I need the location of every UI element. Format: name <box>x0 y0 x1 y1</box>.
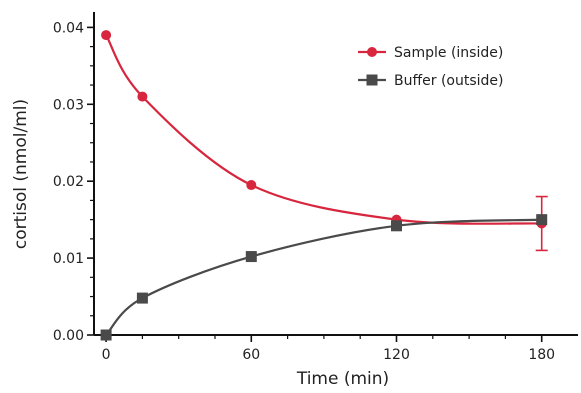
ticks: 0.00 0.01 0.02 0.03 0.04 0 60 120 180 <box>53 20 555 363</box>
y-tick-label: 0.01 <box>53 251 84 267</box>
x-tick-label: 180 <box>528 347 555 363</box>
y-tick-label: 0.00 <box>53 328 84 344</box>
legend-label-0: Sample (inside) <box>394 45 503 61</box>
y-tick-label: 0.02 <box>53 174 84 190</box>
x-tick-label: 120 <box>383 347 410 363</box>
y-axis-label: cortisol (nmol/ml) <box>11 99 31 249</box>
series-1-point <box>100 329 112 341</box>
x-tick-label: 0 <box>102 347 111 363</box>
legend-marker-1 <box>366 74 378 86</box>
legend-label-1: Buffer (outside) <box>394 73 503 89</box>
series-1-point <box>136 292 148 304</box>
series-0-point <box>246 180 257 191</box>
x-axis-label: Time (min) <box>296 369 389 389</box>
y-tick-label: 0.04 <box>53 20 84 36</box>
legend: Sample (inside) Buffer (outside) <box>358 45 503 89</box>
x-tick-label: 60 <box>242 347 260 363</box>
y-tick-label: 0.03 <box>53 97 84 113</box>
legend-marker-0 <box>367 47 377 57</box>
series-1-point <box>391 220 402 232</box>
series-1-point <box>245 251 257 263</box>
series-0-line <box>105 34 542 225</box>
series-0-point <box>101 30 112 41</box>
series-1-point <box>536 214 548 226</box>
markers <box>100 30 548 341</box>
series-1-line <box>105 218 542 336</box>
series-0-point <box>137 91 148 102</box>
